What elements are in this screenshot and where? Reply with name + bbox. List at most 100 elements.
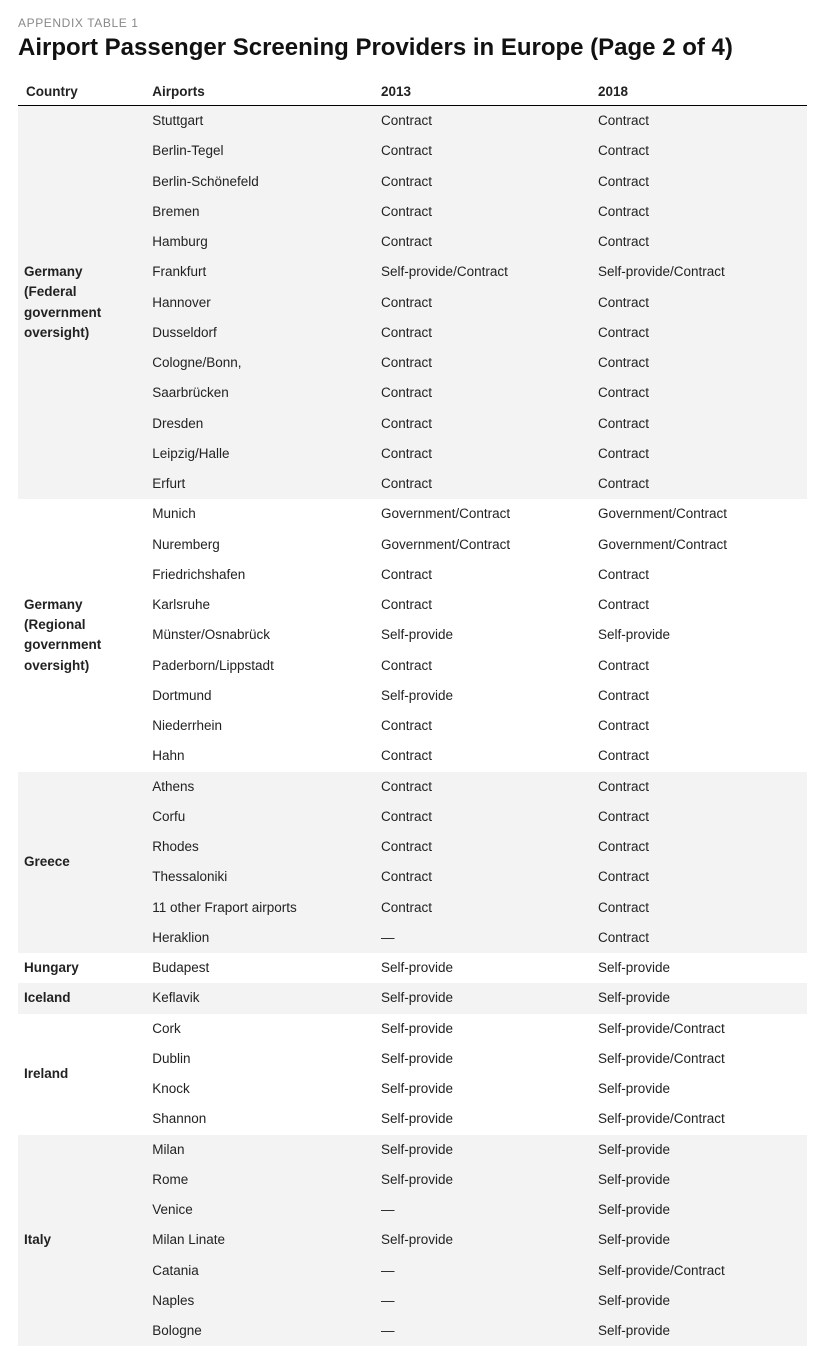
cell-2013: Contract	[373, 651, 590, 681]
airport-cell: Paderborn/Lippstadt	[144, 651, 373, 681]
cell-2013: Contract	[373, 136, 590, 166]
airport-cell: Heraklion	[144, 923, 373, 953]
cell-2018: Contract	[590, 106, 807, 137]
cell-2013: Government/Contract	[373, 499, 590, 529]
country-cell: Iceland	[18, 983, 144, 1013]
table-row: IrelandCorkSelf-provideSelf-provide/Cont…	[18, 1014, 807, 1044]
airport-cell: Dortmund	[144, 681, 373, 711]
cell-2018: Contract	[590, 681, 807, 711]
table-row: IcelandKeflavikSelf-provideSelf-provide	[18, 983, 807, 1013]
cell-2018: Self-provide/Contract	[590, 257, 807, 287]
airport-cell: Hahn	[144, 741, 373, 771]
col-header-2018: 2018	[590, 80, 807, 106]
cell-2013: Contract	[373, 772, 590, 802]
cell-2013: Contract	[373, 439, 590, 469]
table-row: Germany (Regional government oversight)M…	[18, 499, 807, 529]
cell-2018: Contract	[590, 167, 807, 197]
airport-cell: Frankfurt	[144, 257, 373, 287]
airport-cell: Naples	[144, 1286, 373, 1316]
airport-cell: Corfu	[144, 802, 373, 832]
cell-2013: Self-provide	[373, 620, 590, 650]
cell-2013: Contract	[373, 409, 590, 439]
airport-cell: Hannover	[144, 288, 373, 318]
airport-cell: Milan	[144, 1135, 373, 1165]
country-cell: Hungary	[18, 953, 144, 983]
cell-2018: Contract	[590, 348, 807, 378]
cell-2013: Contract	[373, 378, 590, 408]
cell-2018: Contract	[590, 288, 807, 318]
cell-2018: Self-provide	[590, 1135, 807, 1165]
cell-2013: —	[373, 1286, 590, 1316]
airport-cell: Hamburg	[144, 227, 373, 257]
cell-2013: Self-provide	[373, 681, 590, 711]
airport-cell: Berlin-Schönefeld	[144, 167, 373, 197]
airport-cell: Athens	[144, 772, 373, 802]
cell-2013: Contract	[373, 106, 590, 137]
airport-cell: Catania	[144, 1256, 373, 1286]
cell-2018: Self-provide	[590, 953, 807, 983]
country-cell: Ireland	[18, 1014, 144, 1135]
cell-2018: Contract	[590, 711, 807, 741]
cell-2013: Contract	[373, 469, 590, 499]
cell-2013: Contract	[373, 832, 590, 862]
table-caption-pre: APPENDIX TABLE 1	[18, 16, 807, 30]
cell-2018: Contract	[590, 923, 807, 953]
cell-2018: Self-provide	[590, 983, 807, 1013]
cell-2018: Contract	[590, 651, 807, 681]
airport-cell: Knock	[144, 1074, 373, 1104]
cell-2013: Self-provide	[373, 983, 590, 1013]
cell-2018: Contract	[590, 409, 807, 439]
cell-2018: Self-provide/Contract	[590, 1014, 807, 1044]
airport-cell: Shannon	[144, 1104, 373, 1134]
airport-cell: Münster/Osnabrück	[144, 620, 373, 650]
col-header-2013: 2013	[373, 80, 590, 106]
cell-2013: Contract	[373, 167, 590, 197]
cell-2018: Self-provide	[590, 1286, 807, 1316]
cell-2013: Self-provide/Contract	[373, 257, 590, 287]
cell-2013: Contract	[373, 893, 590, 923]
cell-2018: Self-provide	[590, 1316, 807, 1346]
cell-2013: Self-provide	[373, 1135, 590, 1165]
table-header-row: Country Airports 2013 2018	[18, 80, 807, 106]
cell-2018: Contract	[590, 560, 807, 590]
country-cell: Italy	[18, 1135, 144, 1347]
cell-2013: Self-provide	[373, 1165, 590, 1195]
cell-2018: Contract	[590, 469, 807, 499]
cell-2018: Contract	[590, 893, 807, 923]
cell-2013: Contract	[373, 560, 590, 590]
airport-cell: Cork	[144, 1014, 373, 1044]
cell-2013: Contract	[373, 197, 590, 227]
table-row: GreeceAthensContractContract	[18, 772, 807, 802]
cell-2018: Self-provide	[590, 1195, 807, 1225]
col-header-airports: Airports	[144, 80, 373, 106]
airport-cell: Dublin	[144, 1044, 373, 1074]
table-row: HungaryBudapestSelf-provideSelf-provide	[18, 953, 807, 983]
airport-cell: Budapest	[144, 953, 373, 983]
airport-cell: Bologne	[144, 1316, 373, 1346]
table-row: Germany (Federal government oversight)St…	[18, 106, 807, 137]
cell-2013: Self-provide	[373, 1014, 590, 1044]
cell-2013: Self-provide	[373, 1225, 590, 1255]
cell-2013: —	[373, 1256, 590, 1286]
cell-2013: —	[373, 923, 590, 953]
cell-2018: Contract	[590, 832, 807, 862]
airport-cell: Saarbrücken	[144, 378, 373, 408]
airport-cell: Munich	[144, 499, 373, 529]
airport-cell: Dresden	[144, 409, 373, 439]
cell-2018: Contract	[590, 136, 807, 166]
airport-cell: Milan Linate	[144, 1225, 373, 1255]
col-header-country: Country	[18, 80, 144, 106]
airport-cell: Friedrichshafen	[144, 560, 373, 590]
airport-cell: 11 other Fraport airports	[144, 893, 373, 923]
cell-2013: Government/Contract	[373, 530, 590, 560]
cell-2018: Government/Contract	[590, 499, 807, 529]
cell-2018: Contract	[590, 197, 807, 227]
cell-2018: Government/Contract	[590, 530, 807, 560]
cell-2013: —	[373, 1195, 590, 1225]
cell-2018: Contract	[590, 318, 807, 348]
cell-2013: Contract	[373, 802, 590, 832]
airport-cell: Berlin-Tegel	[144, 136, 373, 166]
cell-2013: Contract	[373, 288, 590, 318]
airport-cell: Keflavik	[144, 983, 373, 1013]
airport-cell: Erfurt	[144, 469, 373, 499]
